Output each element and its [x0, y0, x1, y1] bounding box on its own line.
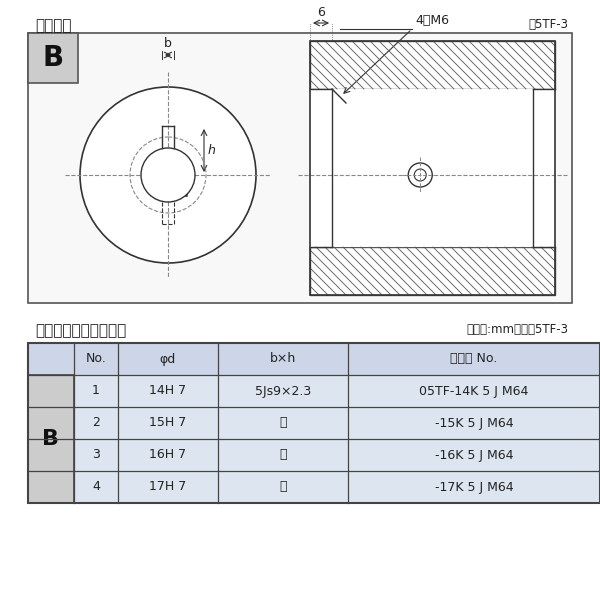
Text: No.: No. [86, 352, 106, 365]
Bar [28, 33, 78, 83]
Text: 〃: 〃 [279, 481, 287, 493]
Bar [74, 471, 600, 503]
Bar [74, 407, 600, 439]
Circle shape [414, 169, 426, 181]
Bar [310, 41, 555, 89]
Text: 〃: 〃 [279, 416, 287, 430]
Bar [74, 375, 600, 407]
Circle shape [408, 163, 432, 187]
Text: h: h [208, 144, 216, 157]
Text: 5Js9×2.3: 5Js9×2.3 [255, 385, 311, 397]
Text: b×h: b×h [270, 352, 296, 365]
Text: φd: φd [173, 187, 189, 199]
Text: 3: 3 [92, 449, 100, 461]
Bar [310, 41, 555, 295]
Bar [28, 343, 600, 503]
Text: 軸穴形状コードー覧表: 軸穴形状コードー覧表 [35, 323, 126, 338]
Text: 〃: 〃 [279, 449, 287, 461]
Circle shape [80, 87, 256, 263]
Bar [28, 33, 572, 303]
Bar [310, 247, 555, 295]
Text: 15H 7: 15H 7 [149, 416, 187, 430]
Text: B: B [43, 429, 59, 449]
Text: 4: 4 [92, 481, 100, 493]
Bar [28, 343, 74, 375]
Text: b: b [164, 37, 172, 50]
Text: 05TF-14K 5 J M64: 05TF-14K 5 J M64 [419, 385, 529, 397]
Bar [28, 375, 74, 503]
Text: -17K 5 J M64: -17K 5 J M64 [434, 481, 514, 493]
Text: B: B [43, 44, 64, 72]
Text: 1: 1 [92, 385, 100, 397]
Bar [310, 89, 555, 247]
Text: 17H 7: 17H 7 [149, 481, 187, 493]
Text: コード No.: コード No. [451, 352, 497, 365]
Text: 2: 2 [92, 416, 100, 430]
Text: 4－M6: 4－M6 [415, 14, 449, 27]
Text: 軸穴形状: 軸穴形状 [35, 18, 71, 33]
Text: φd: φd [160, 352, 176, 365]
Bar [74, 343, 600, 375]
Text: -15K 5 J M64: -15K 5 J M64 [434, 416, 514, 430]
Text: 図5TF-3: 図5TF-3 [528, 18, 568, 31]
Text: -16K 5 J M64: -16K 5 J M64 [435, 449, 513, 461]
Circle shape [141, 148, 195, 202]
Text: 16H 7: 16H 7 [149, 449, 187, 461]
Text: （単位:mm）　表5TF-3: （単位:mm） 表5TF-3 [466, 323, 568, 336]
Text: 14H 7: 14H 7 [149, 385, 187, 397]
Bar [74, 439, 600, 471]
Text: 6: 6 [317, 6, 325, 19]
